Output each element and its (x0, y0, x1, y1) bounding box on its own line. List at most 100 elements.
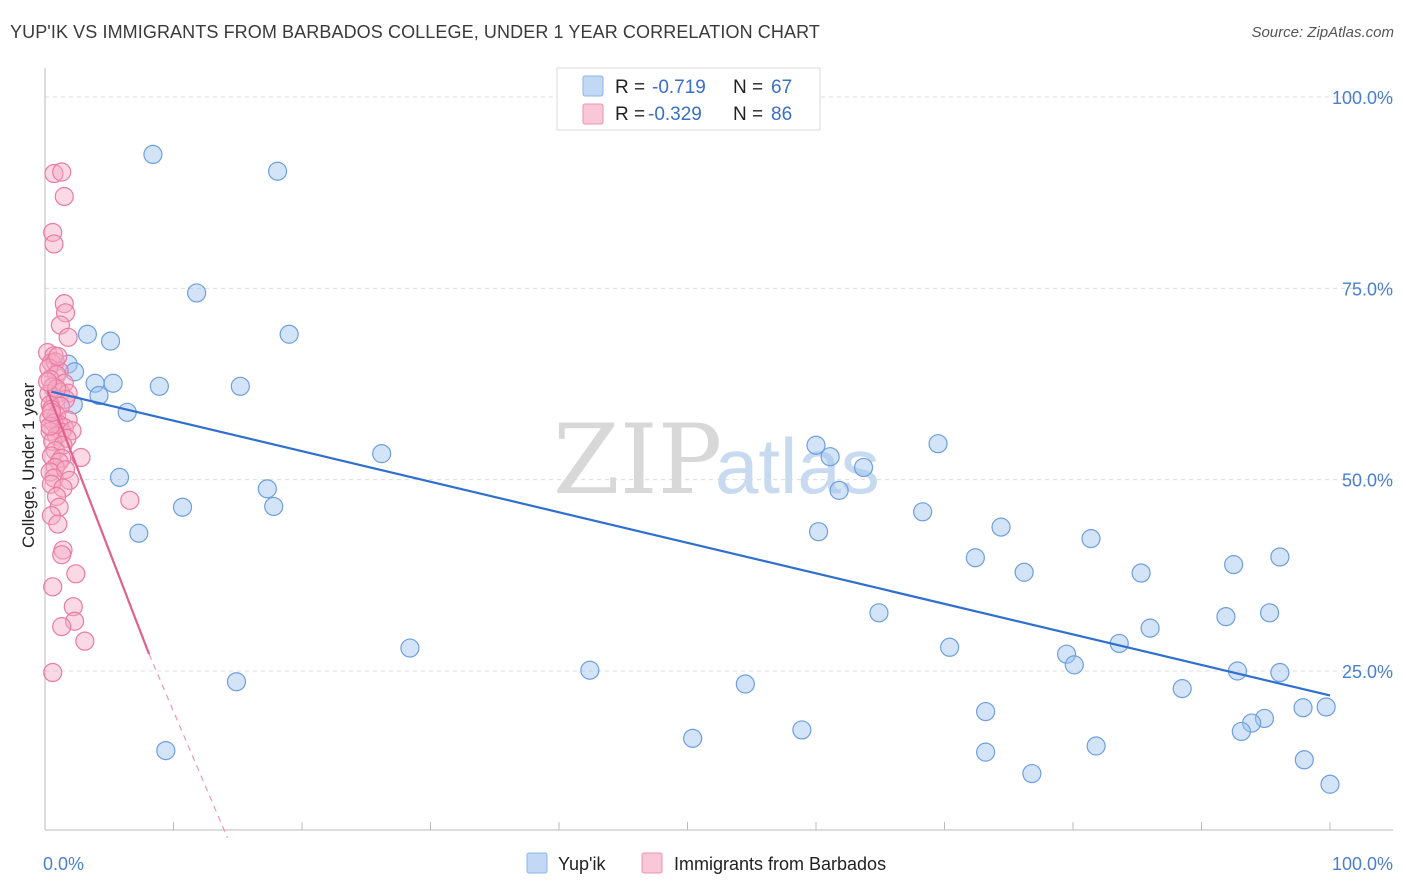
point-barbados (48, 346, 68, 367)
point-barbados (54, 186, 74, 207)
point-yupik (400, 638, 420, 658)
point-yupik (976, 701, 996, 722)
y-tick-label: 50.0% (1342, 471, 1393, 491)
point-yupik (1294, 750, 1314, 770)
point-barbados (41, 474, 62, 494)
point-barbados (44, 163, 64, 184)
point-barbados (120, 490, 140, 510)
point-barbados (37, 372, 58, 392)
point-yupik (1064, 655, 1084, 675)
legend-swatch-barbados (582, 103, 604, 125)
point-yupik (1270, 547, 1290, 567)
bottom-legend-swatch-barbados (641, 852, 663, 874)
point-yupik (869, 603, 889, 623)
legend-n-value-barbados: 86 (771, 104, 792, 125)
y-tick-label: 100.0% (1332, 88, 1393, 108)
x-tick-label: 0.0% (43, 854, 84, 874)
x-tick-label: 100.0% (1332, 854, 1393, 874)
y-tick-label: 75.0% (1342, 279, 1393, 299)
point-barbados (50, 315, 71, 335)
point-yupik (853, 457, 874, 478)
legend-n-label-yupik: N = (733, 77, 763, 98)
point-barbados (48, 514, 68, 534)
point-barbados (63, 597, 83, 617)
point-yupik (1172, 679, 1192, 699)
point-yupik (1216, 607, 1236, 627)
watermark-zip: ZIP (553, 404, 722, 516)
point-yupik (1224, 555, 1244, 575)
point-yupik (1086, 736, 1106, 756)
point-yupik (100, 331, 121, 351)
point-yupik (257, 479, 277, 499)
point-yupik (913, 502, 933, 522)
x-tick-labels: 0.0% 100.0% (43, 854, 1393, 874)
point-barbados (64, 611, 85, 631)
watermark-atlas: atlas (715, 422, 880, 510)
point-yupik (735, 674, 755, 694)
point-yupik (1293, 698, 1313, 718)
point-yupik (149, 376, 169, 396)
point-yupik (129, 523, 149, 543)
y-tick-labels: 25.0% 50.0% 75.0% 100.0% (1332, 88, 1393, 682)
point-yupik (117, 402, 137, 422)
point-yupik (1022, 763, 1042, 784)
point-barbados (71, 447, 91, 468)
trend-line-barbados-extrapolated (148, 653, 229, 839)
point-yupik (820, 447, 840, 467)
bottom-legend: Yup'ik Immigrants from Barbados (526, 852, 886, 874)
bottom-legend-label-barbados: Immigrants from Barbados (674, 854, 886, 874)
point-yupik (965, 548, 985, 568)
point-barbados (58, 327, 78, 347)
legend-swatch-yupik (582, 75, 604, 97)
point-yupik (226, 672, 247, 692)
point-barbados (43, 662, 63, 683)
point-yupik (829, 480, 849, 500)
trend-line-yupik (51, 390, 1331, 697)
point-yupik (928, 434, 948, 454)
point-yupik (1254, 708, 1275, 729)
point-yupik (792, 720, 812, 740)
legend-n-value-yupik: 67 (771, 77, 792, 98)
point-yupik (172, 497, 193, 517)
point-barbados (55, 303, 76, 323)
point-yupik (976, 742, 996, 762)
point-yupik (267, 161, 288, 181)
point-yupik (77, 324, 98, 344)
point-yupik (1014, 562, 1034, 582)
source-label: Source: ZipAtlas.com (1251, 24, 1394, 41)
point-barbados (75, 631, 95, 651)
point-yupik (808, 522, 829, 542)
trend-lines (46, 390, 1331, 839)
point-yupik (103, 373, 123, 393)
legend-r-label-yupik: R = (615, 77, 645, 98)
point-yupik (683, 728, 703, 748)
point-barbados (43, 577, 63, 597)
point-barbados (40, 416, 60, 436)
bottom-legend-swatch-yupik (526, 852, 548, 874)
point-yupik (230, 376, 250, 396)
y-tick-label: 25.0% (1342, 662, 1393, 682)
point-yupik (940, 637, 960, 657)
point-yupik (991, 517, 1011, 537)
point-yupik (580, 660, 600, 680)
legend-r-value-barbados: -0.329 (648, 104, 702, 125)
point-yupik (1320, 774, 1340, 794)
point-yupik (1270, 662, 1290, 683)
point-barbados (52, 545, 72, 565)
point-barbados (44, 234, 64, 254)
legend-r-label-barbados: R = (615, 104, 645, 125)
point-yupik (1140, 618, 1160, 638)
stats-legend: R = -0.719 N = 67 R = -0.329 N = 86 (556, 67, 821, 131)
point-yupik (1131, 563, 1151, 583)
legend-n-label-barbados: N = (733, 104, 763, 125)
point-barbados (45, 440, 65, 461)
point-yupik (806, 435, 826, 455)
point-yupik (1231, 721, 1251, 742)
point-yupik (187, 283, 207, 303)
point-yupik (372, 444, 392, 464)
y-axis-title: College, Under 1 year (19, 382, 38, 548)
chart-title: YUP'IK VS IMMIGRANTS FROM BARBADOS COLLE… (10, 22, 820, 42)
point-yupik (264, 496, 284, 517)
point-yupik (156, 740, 176, 761)
